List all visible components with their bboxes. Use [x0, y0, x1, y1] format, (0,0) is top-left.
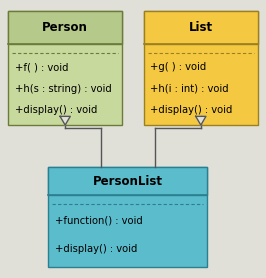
Bar	[8, 11, 122, 125]
Polygon shape	[60, 116, 70, 125]
Bar	[144, 11, 258, 44]
Text: +f( ) : void: +f( ) : void	[15, 62, 68, 72]
Text: +g( ) : void: +g( ) : void	[150, 62, 206, 72]
Text: +display() : void: +display() : void	[15, 105, 97, 115]
Text: +h(s : string) : void: +h(s : string) : void	[15, 84, 111, 94]
Text: Person: Person	[42, 21, 88, 34]
Text: +function() : void: +function() : void	[55, 216, 142, 226]
Bar	[8, 11, 122, 44]
Text: List: List	[189, 21, 213, 34]
Text: +h(i : int) : void: +h(i : int) : void	[150, 84, 229, 94]
Bar	[48, 167, 207, 195]
Text: +display() : void: +display() : void	[150, 105, 233, 115]
Bar	[48, 167, 207, 267]
Bar	[144, 11, 258, 125]
Polygon shape	[196, 116, 206, 125]
Text: +display() : void: +display() : void	[55, 244, 137, 254]
Text: PersonList: PersonList	[93, 175, 163, 188]
